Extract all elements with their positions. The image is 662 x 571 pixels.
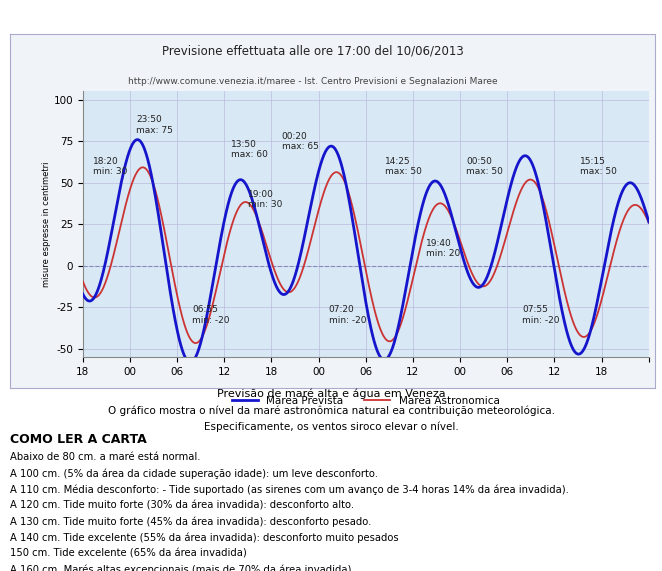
Text: 07:55
min: -20: 07:55 min: -20: [522, 305, 559, 325]
Text: 00:20
max: 65: 00:20 max: 65: [281, 132, 318, 151]
Text: Especificamente, os ventos siroco elevar o nível.: Especificamente, os ventos siroco elevar…: [204, 421, 458, 432]
Text: A 100 cm. (5% da área da cidade superação idade): um leve desconforto.: A 100 cm. (5% da área da cidade superaçã…: [10, 468, 378, 478]
Text: 13:50
max: 60: 13:50 max: 60: [230, 140, 267, 159]
Text: A 160 cm. Marés altas excepcionais (mais de 70% da área invadida): A 160 cm. Marés altas excepcionais (mais…: [10, 565, 352, 571]
Text: A 140 cm. Tide excelente (55% da área invadida): desconforto muito pesados: A 140 cm. Tide excelente (55% da área in…: [10, 533, 399, 543]
Text: A 130 cm. Tide muito forte (45% da área invadida): desconforto pesado.: A 130 cm. Tide muito forte (45% da área …: [10, 516, 371, 527]
Text: 14:25
max: 50: 14:25 max: 50: [385, 156, 422, 176]
Text: 23:50
max: 75: 23:50 max: 75: [136, 115, 173, 135]
Text: 06:55
min: -20: 06:55 min: -20: [192, 305, 230, 325]
Text: Previsão de maré alta e água em Veneza: Previsão de maré alta e água em Veneza: [216, 388, 446, 399]
Text: COMO LER A CARTA: COMO LER A CARTA: [10, 432, 147, 445]
Text: A 120 cm. Tide muito forte (30% da área invadida): desconforto alto.: A 120 cm. Tide muito forte (30% da área …: [10, 500, 354, 510]
Text: 12 giugno: 12 giugno: [369, 112, 422, 123]
Text: 19:40
min: 20: 19:40 min: 20: [426, 239, 461, 259]
Text: A 110 cm. Média desconforto: - Tide suportado (as sirenes com um avanço de 3-4 h: A 110 cm. Média desconforto: - Tide supo…: [10, 484, 569, 494]
Text: 07:20
min: -20: 07:20 min: -20: [329, 305, 366, 325]
Text: Tide Veneza: Tide Veneza: [5, 9, 100, 23]
Text: Previsione effettuata alle ore 17:00 del 10/06/2013: Previsione effettuata alle ore 17:00 del…: [162, 45, 464, 58]
Text: 10 giugno: 10 giugno: [87, 112, 139, 123]
Text: 00:50
max: 50: 00:50 max: 50: [466, 156, 503, 176]
Text: Abaixo de 80 cm. a maré está normal.: Abaixo de 80 cm. a maré está normal.: [10, 452, 201, 462]
Text: 13 giugno: 13 giugno: [535, 112, 587, 123]
Text: O gráfico mostra o nível da maré astronômica natural ea contribuição meteorológi: O gráfico mostra o nível da maré astronô…: [107, 405, 555, 416]
Text: 11 giugno: 11 giugno: [228, 112, 281, 123]
Text: 150 cm. Tide excelente (65% da área invadida): 150 cm. Tide excelente (65% da área inva…: [10, 549, 247, 558]
Text: 19:00
min: 30: 19:00 min: 30: [248, 190, 282, 209]
Y-axis label: misure espresse in centimetri: misure espresse in centimetri: [42, 162, 50, 287]
Text: 18:20
min: 30: 18:20 min: 30: [93, 156, 127, 176]
Text: http://www.comune.venezia.it/maree - Ist. Centro Previsioni e Segnalazioni Maree: http://www.comune.venezia.it/maree - Ist…: [128, 77, 498, 86]
Text: 15:15
max: 50: 15:15 max: 50: [579, 156, 616, 176]
Legend: Marea Prevista, Marea Astronomica: Marea Prevista, Marea Astronomica: [228, 392, 504, 410]
